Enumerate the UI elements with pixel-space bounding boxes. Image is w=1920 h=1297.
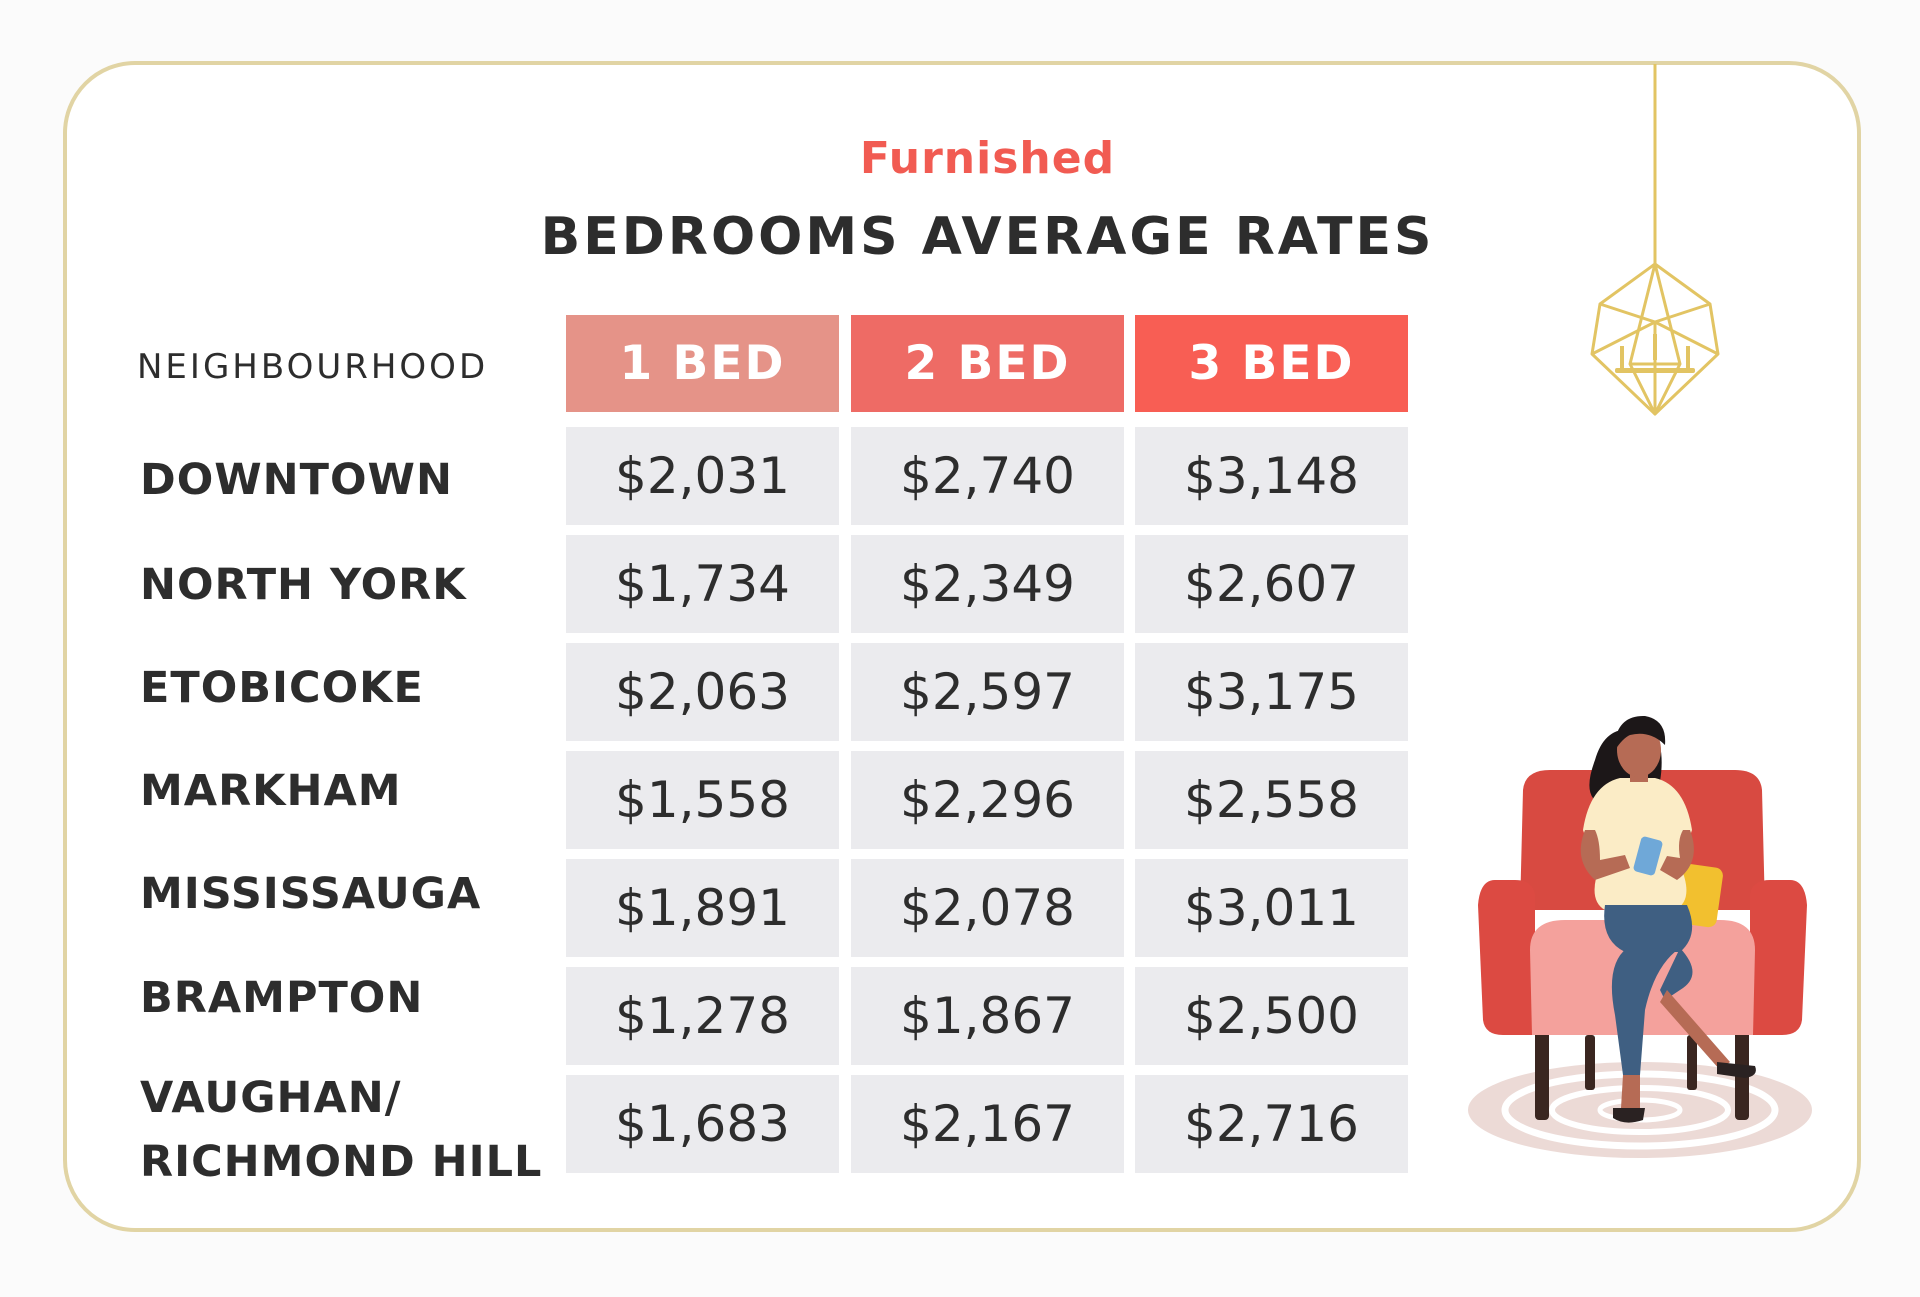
rate-cell: $2,063 — [566, 643, 839, 741]
rate-cell: $2,031 — [566, 427, 839, 525]
rate-cell: $2,597 — [851, 643, 1124, 741]
column-header-2-bed: 2 BED — [851, 315, 1124, 412]
rate-cell: $1,867 — [851, 967, 1124, 1065]
rate-cell: $2,349 — [851, 535, 1124, 633]
rate-cell: $3,148 — [1135, 427, 1408, 525]
rate-cell: $3,175 — [1135, 643, 1408, 741]
column-header-3-bed: 3 BED — [1135, 315, 1408, 412]
row-label: BRAMPTON — [140, 973, 424, 1023]
rate-cell: $2,558 — [1135, 751, 1408, 849]
rate-cell: $1,891 — [566, 859, 839, 957]
row-label: ETOBICOKE — [140, 663, 424, 713]
row-label: DOWNTOWN — [140, 455, 453, 505]
rate-cell: $1,734 — [566, 535, 839, 633]
row-label: NORTH YORK — [140, 560, 467, 610]
column-header-1-bed: 1 BED — [566, 315, 839, 412]
rate-cell: $1,683 — [566, 1075, 839, 1173]
rate-cell: $2,500 — [1135, 967, 1408, 1065]
rate-cell: $2,167 — [851, 1075, 1124, 1173]
row-label: MISSISSAUGA — [140, 869, 482, 919]
rate-cell: $2,716 — [1135, 1075, 1408, 1173]
rate-cell: $2,740 — [851, 427, 1124, 525]
rate-cell: $2,296 — [851, 751, 1124, 849]
rate-cell: $2,078 — [851, 859, 1124, 957]
rate-cell: $3,011 — [1135, 859, 1408, 957]
row-label: VAUGHAN/ RICHMOND HILL — [140, 1073, 543, 1187]
chart-subtitle: Furnished — [859, 133, 1116, 184]
rate-cell: $1,278 — [566, 967, 839, 1065]
rate-cell: $1,558 — [566, 751, 839, 849]
chandelier-icon — [1590, 64, 1720, 416]
chart-title: BEDROOMS AVERAGE RATES — [540, 207, 1435, 267]
row-label: MARKHAM — [140, 766, 402, 816]
rate-cell: $2,607 — [1135, 535, 1408, 633]
woman-armchair-illustration — [1468, 715, 1812, 1158]
neighbourhood-header: NEIGHBOURHOOD — [137, 347, 489, 387]
